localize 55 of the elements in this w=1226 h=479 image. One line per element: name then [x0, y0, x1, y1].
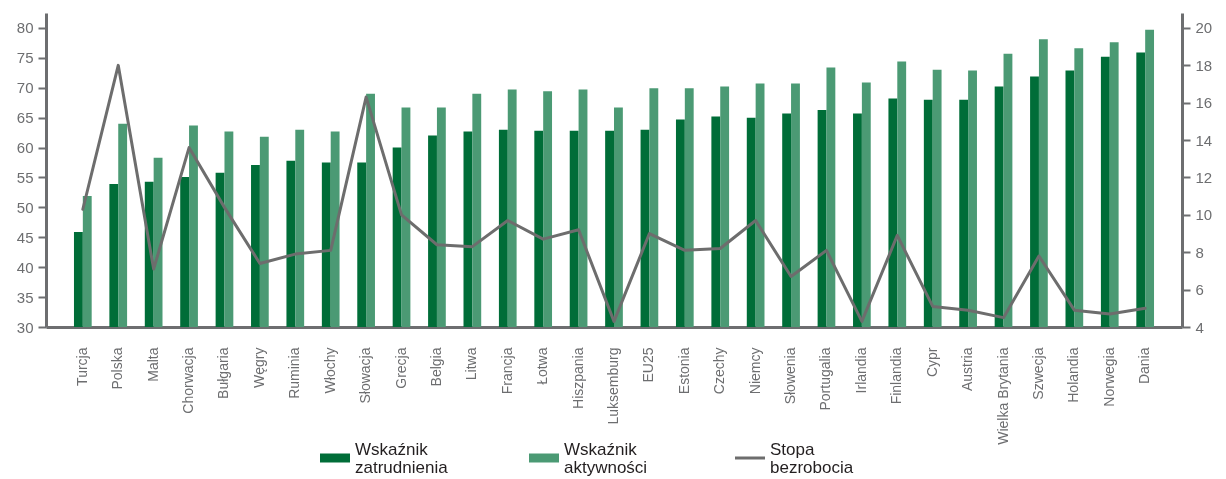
legend-label: Stopa bezrobocia [770, 440, 854, 477]
y2-tick-label: 18 [1195, 56, 1213, 74]
line-series [81, 63, 1147, 323]
legend-label: Wskaźnik zatrudnienia [355, 440, 449, 477]
x-tick-label: Francja [498, 347, 515, 395]
x-tick-label: Słowacja [357, 347, 374, 404]
x-tick-label: Grecja [392, 347, 409, 389]
y-tick-label: 40 [16, 258, 34, 276]
x-tick-label: Bułgaria [215, 347, 232, 399]
x-tick-label: Wielka Brytania [994, 347, 1011, 445]
x-tick-label: Szwecja [1029, 347, 1046, 400]
y-tick-label: 70 [16, 79, 34, 97]
x-tick-label: Litwa [463, 347, 480, 381]
x-tick-label: Belgia [427, 347, 444, 387]
y-tick-label: 65 [16, 109, 34, 127]
x-tick-label: Austria [959, 347, 976, 392]
x-tick-label: Węgry [250, 347, 267, 388]
x-tick-label: Łotwa [534, 347, 551, 385]
y2-tick-label: 14 [1195, 131, 1213, 149]
y-tick-label: 50 [16, 198, 34, 216]
x-tick-label: Czechy [711, 347, 728, 395]
y-tick-label: 60 [16, 139, 34, 157]
x-tick-label: Malta [144, 347, 161, 382]
y2-tick-label: 10 [1195, 206, 1213, 224]
x-tick-label: Luksemburg [605, 347, 621, 425]
x-tick-label: Polska [109, 347, 126, 390]
x-tick-label: Niemcy [746, 347, 763, 395]
y2-tick-label: 6 [1195, 281, 1204, 299]
y-tick-label: 75 [16, 49, 34, 67]
x-tick-label: Dania [1136, 347, 1153, 385]
legend-label: Wskaźnik aktywności [564, 440, 648, 477]
y2-tick-label: 8 [1195, 243, 1204, 261]
x-tick-label: Chorwacja [180, 347, 197, 414]
x-tick-label: Turcja [73, 347, 90, 386]
y2-tick-label: 16 [1195, 94, 1213, 112]
y2-tick-label: 12 [1195, 168, 1213, 186]
x-tick-label: Słowenia [782, 347, 799, 405]
y-tick-label: 30 [16, 318, 34, 336]
y-tick-label: 45 [16, 228, 34, 246]
y2-tick-label: 20 [1195, 19, 1213, 37]
y2-tick-label: 4 [1195, 318, 1204, 336]
x-tick-label: Norwegia [1100, 347, 1117, 407]
y-tick-label: 80 [16, 19, 34, 37]
x-tick-label: Włochy [321, 347, 338, 394]
x-tick-label: Cypr [923, 347, 940, 378]
x-tick-label: Holandia [1065, 347, 1082, 403]
x-tick-label: Estonia [675, 347, 692, 395]
x-tick-label: EU25 [640, 347, 657, 383]
x-tick-label: Portugalia [817, 347, 834, 411]
x-tick-label: Finlandia [888, 347, 905, 405]
x-tick-label: Hiszpania [569, 347, 586, 409]
x-tick-label: Irlandia [852, 347, 869, 394]
y-tick-label: 35 [16, 288, 34, 306]
y-tick-label: 55 [16, 168, 34, 186]
x-tick-label: Ruminia [286, 347, 303, 399]
